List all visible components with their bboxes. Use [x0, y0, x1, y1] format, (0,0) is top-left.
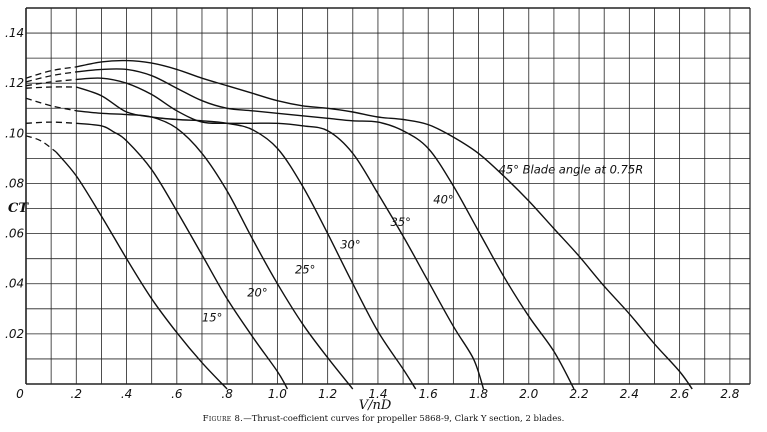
y-tick-label: .08: [5, 176, 24, 190]
curve-30-deg-extrapolated: [25, 86, 77, 89]
curves: [25, 59, 693, 390]
curve-label-30-deg: 30°: [340, 238, 360, 252]
y-tick-label: .12: [5, 76, 24, 90]
x-tick-label: 2.8: [720, 387, 739, 401]
curve-40-deg: [76, 68, 575, 390]
curve-45-deg-extrapolated: [25, 66, 77, 79]
y-tick-label: .14: [5, 26, 24, 40]
curve-45-deg: [76, 59, 693, 390]
curve-20-deg: [76, 122, 289, 390]
x-tick-label: 2.6: [670, 387, 689, 401]
x-tick-label: 1.6: [419, 387, 438, 401]
figure-caption: Figure 8.—Thrust-coefficient curves for …: [0, 414, 767, 424]
y-tick-label: .02: [5, 327, 24, 341]
y-axis-title: CT: [8, 201, 29, 216]
curve-35-deg: [76, 77, 485, 390]
curve-label-15-deg: 15°: [202, 310, 222, 324]
x-tick-label: .4: [121, 387, 132, 401]
x-tick-label: .2: [71, 387, 82, 401]
figure-caption-text: —Thrust-coefficient curves for propeller…: [243, 414, 565, 424]
curve-20-deg-extrapolated: [25, 121, 77, 124]
y-tick-label: .10: [5, 126, 24, 140]
x-tick-label: 1.0: [268, 387, 287, 401]
tick-labels: 0 .2 .4 .6 .8 1.0 1.2 1.4 1.6 1.8 2.0 2.2 2.4 2.6 2.8.…: [5, 26, 740, 401]
x-axis-title: V/nD: [359, 398, 392, 412]
thrust-coefficient-chart: 0 .2 .4 .6 .8 1.0 1.2 1.4 1.6 1.8 2.0 2.2 2.4 2.6 2.8.…: [5, 7, 751, 412]
curve-15-deg-extrapolated: [25, 135, 57, 153]
curve-35-deg-extrapolated: [25, 78, 77, 87]
figure-label: Figure 8.: [202, 414, 244, 424]
x-tick-label: 2.2: [570, 387, 589, 401]
y-tick-label: .06: [5, 227, 24, 241]
x-tick-label: .6: [171, 387, 183, 401]
x-tick-label: 1.2: [318, 387, 337, 401]
curve-30-deg: [76, 86, 417, 390]
x-tick-label: 2.0: [519, 387, 538, 401]
y-axis-title-c: CT: [8, 201, 29, 216]
curve-label-20-deg: 20°: [247, 285, 267, 299]
y-tick-label: .04: [5, 277, 24, 291]
x-tick-label: 2.4: [620, 387, 639, 401]
curve-label-45-deg: 45° Blade angle at 0.75R: [499, 162, 644, 176]
curve-label-25-deg: 25°: [295, 263, 315, 277]
x-tick-label: 1.4: [368, 387, 387, 401]
curve-15-deg: [55, 151, 228, 390]
grid: [25, 7, 751, 385]
x-tick-label: 0: [16, 387, 24, 401]
curve-25-deg-extrapolated: [25, 97, 77, 112]
x-tick-label: .8: [221, 387, 233, 401]
curve-labels: 15° 20° 25° 30° 35° 40° 45° Blade angle at 0.7…: [202, 162, 643, 324]
x-tick-label: 1.8: [469, 387, 488, 401]
curve-40-deg-extrapolated: [25, 71, 77, 83]
curve-label-35-deg: 35°: [391, 215, 411, 229]
curve-25-deg: [76, 110, 354, 390]
curve-label-40-deg: 40°: [433, 193, 453, 207]
